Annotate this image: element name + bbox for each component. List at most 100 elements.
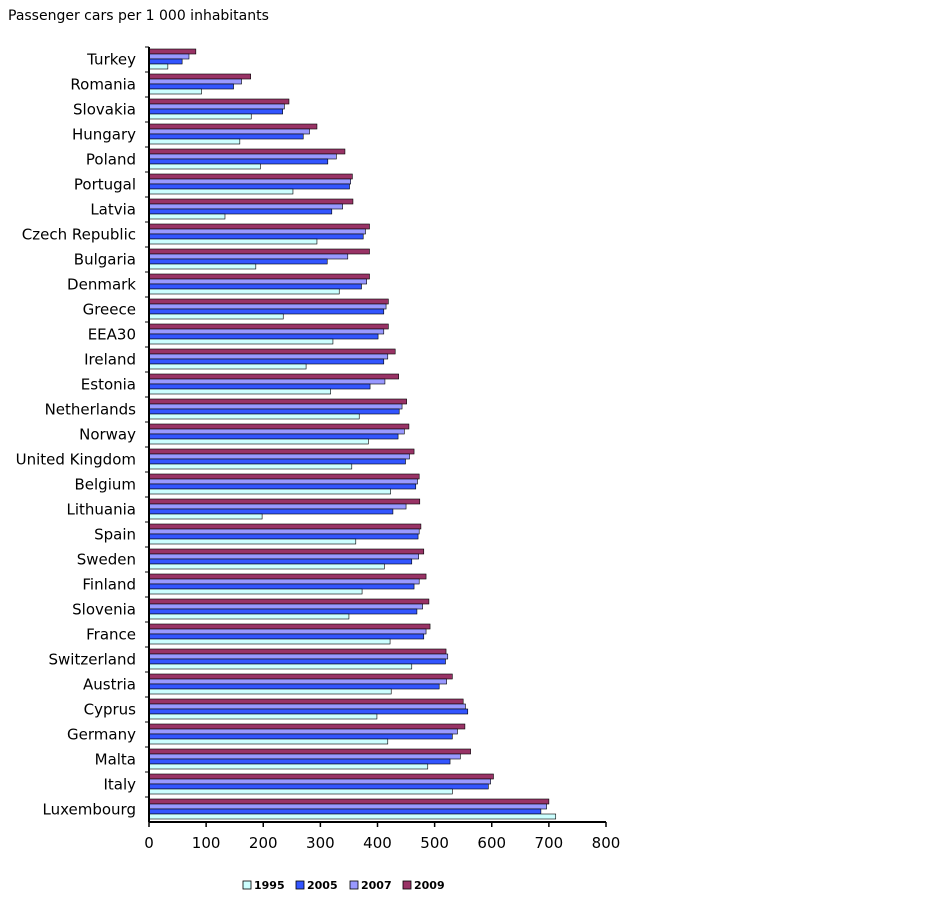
category-label: Slovakia bbox=[73, 101, 136, 119]
category-label: Estonia bbox=[81, 376, 136, 394]
bar-2009-austria bbox=[148, 673, 453, 680]
bar-2009-finland bbox=[148, 573, 427, 580]
x-tick-label: 600 bbox=[477, 834, 506, 852]
bar-1995-turkey bbox=[148, 63, 169, 70]
bar-2009-sweden bbox=[148, 548, 425, 555]
bar-2005-lithuania bbox=[148, 508, 394, 515]
bar-2009-slovenia bbox=[148, 598, 430, 605]
bar-2007-germany bbox=[148, 728, 458, 735]
bar-2009-latvia bbox=[148, 198, 354, 205]
bar-2007-bulgaria bbox=[148, 253, 349, 260]
bar-2005-romania bbox=[148, 83, 234, 90]
bar-2007-italy bbox=[148, 778, 491, 785]
chart-title: Passenger cars per 1 000 inhabitants bbox=[8, 8, 269, 24]
bar-2007-romania bbox=[148, 78, 242, 85]
legend-label-2005: 2005 bbox=[307, 879, 338, 892]
bar-2009-turkey bbox=[148, 48, 197, 55]
bar-2005-bulgaria bbox=[148, 258, 328, 265]
category-label: United Kingdom bbox=[16, 451, 136, 469]
bar-2007-turkey bbox=[148, 53, 190, 60]
bar-1995-finland bbox=[148, 588, 363, 595]
bar-2007-austria bbox=[148, 678, 447, 685]
bar-1995-eea30 bbox=[148, 338, 334, 345]
bar-2005-switzerland bbox=[148, 658, 446, 665]
bar-1995-germany bbox=[148, 738, 389, 745]
bar-1995-slovakia bbox=[148, 113, 252, 120]
category-label: Sweden bbox=[77, 551, 136, 569]
bar-1995-switzerland bbox=[148, 663, 413, 670]
bar-2005-slovenia bbox=[148, 608, 418, 615]
bar-2005-ireland bbox=[148, 358, 385, 365]
bar-2005-latvia bbox=[148, 208, 333, 215]
bar-2007-greece bbox=[148, 303, 387, 310]
bar-2009-malta bbox=[148, 748, 471, 755]
bar-1995-ireland bbox=[148, 363, 307, 370]
x-tick-label: 100 bbox=[192, 834, 221, 852]
bar-2007-finland bbox=[148, 578, 420, 585]
legend-label-2007: 2007 bbox=[361, 879, 392, 892]
category-label: Turkey bbox=[86, 51, 136, 69]
category-label: Hungary bbox=[72, 126, 136, 144]
bar-1995-poland bbox=[148, 163, 261, 170]
category-label: Luxembourg bbox=[43, 801, 137, 819]
bar-1995-estonia bbox=[148, 388, 331, 395]
bar-2009-belgium bbox=[148, 473, 420, 480]
bar-2009-united-kingdom bbox=[148, 448, 415, 455]
bar-2007-malta bbox=[148, 753, 461, 760]
bar-1995-denmark bbox=[148, 288, 340, 295]
category-label: EEA30 bbox=[88, 326, 136, 344]
bar-1995-latvia bbox=[148, 213, 226, 220]
x-tick-label: 200 bbox=[249, 834, 278, 852]
bar-2005-slovakia bbox=[148, 108, 283, 115]
bar-2005-eea30 bbox=[148, 333, 379, 340]
bar-2009-ireland bbox=[148, 348, 396, 355]
bar-2005-luxembourg bbox=[148, 808, 542, 815]
bar-1995-lithuania bbox=[148, 513, 263, 520]
bar-2009-romania bbox=[148, 73, 251, 80]
bar-2005-united-kingdom bbox=[148, 458, 406, 465]
bar-1995-bulgaria bbox=[148, 263, 257, 270]
bar-1995-sweden bbox=[148, 563, 385, 570]
bar-2007-ireland bbox=[148, 353, 389, 360]
bar-1995-cyprus bbox=[148, 713, 378, 720]
bar-2007-sweden bbox=[148, 553, 419, 560]
x-tick-label: 300 bbox=[306, 834, 335, 852]
bar-2007-denmark bbox=[148, 278, 367, 285]
bar-2005-spain bbox=[148, 533, 419, 540]
x-tick-label: 500 bbox=[420, 834, 449, 852]
bar-2009-spain bbox=[148, 523, 422, 530]
bar-2009-france bbox=[148, 623, 431, 630]
category-label: Malta bbox=[95, 751, 136, 769]
bar-1995-netherlands bbox=[148, 413, 360, 420]
category-label: Portugal bbox=[74, 176, 136, 194]
bar-2005-turkey bbox=[148, 58, 183, 65]
legend-swatch-2007 bbox=[349, 880, 359, 890]
bar-2007-estonia bbox=[148, 378, 386, 385]
bar-2005-france bbox=[148, 633, 425, 640]
bar-2007-belgium bbox=[148, 478, 418, 485]
bar-2005-hungary bbox=[148, 133, 304, 140]
category-label: Greece bbox=[83, 301, 136, 319]
bar-2007-poland bbox=[148, 153, 337, 160]
bar-2009-czech-republic bbox=[148, 223, 370, 230]
bar-2005-italy bbox=[148, 783, 489, 790]
bar-2007-norway bbox=[148, 428, 405, 435]
bar-2007-slovenia bbox=[148, 603, 423, 610]
bar-2005-finland bbox=[148, 583, 415, 590]
bar-2007-switzerland bbox=[148, 653, 449, 660]
bar-2009-netherlands bbox=[148, 398, 407, 405]
bar-2007-united-kingdom bbox=[148, 453, 410, 460]
bar-2005-sweden bbox=[148, 558, 413, 565]
bar-1995-norway bbox=[148, 438, 369, 445]
bar-2007-netherlands bbox=[148, 403, 403, 410]
bar-1995-malta bbox=[148, 763, 429, 770]
bar-1995-greece bbox=[148, 313, 284, 320]
bar-1995-spain bbox=[148, 538, 357, 545]
bar-2009-lithuania bbox=[148, 498, 421, 505]
bar-2007-eea30 bbox=[148, 328, 385, 335]
category-label: Italy bbox=[103, 776, 136, 794]
category-label: Ireland bbox=[84, 351, 136, 369]
category-label: Finland bbox=[82, 576, 136, 594]
